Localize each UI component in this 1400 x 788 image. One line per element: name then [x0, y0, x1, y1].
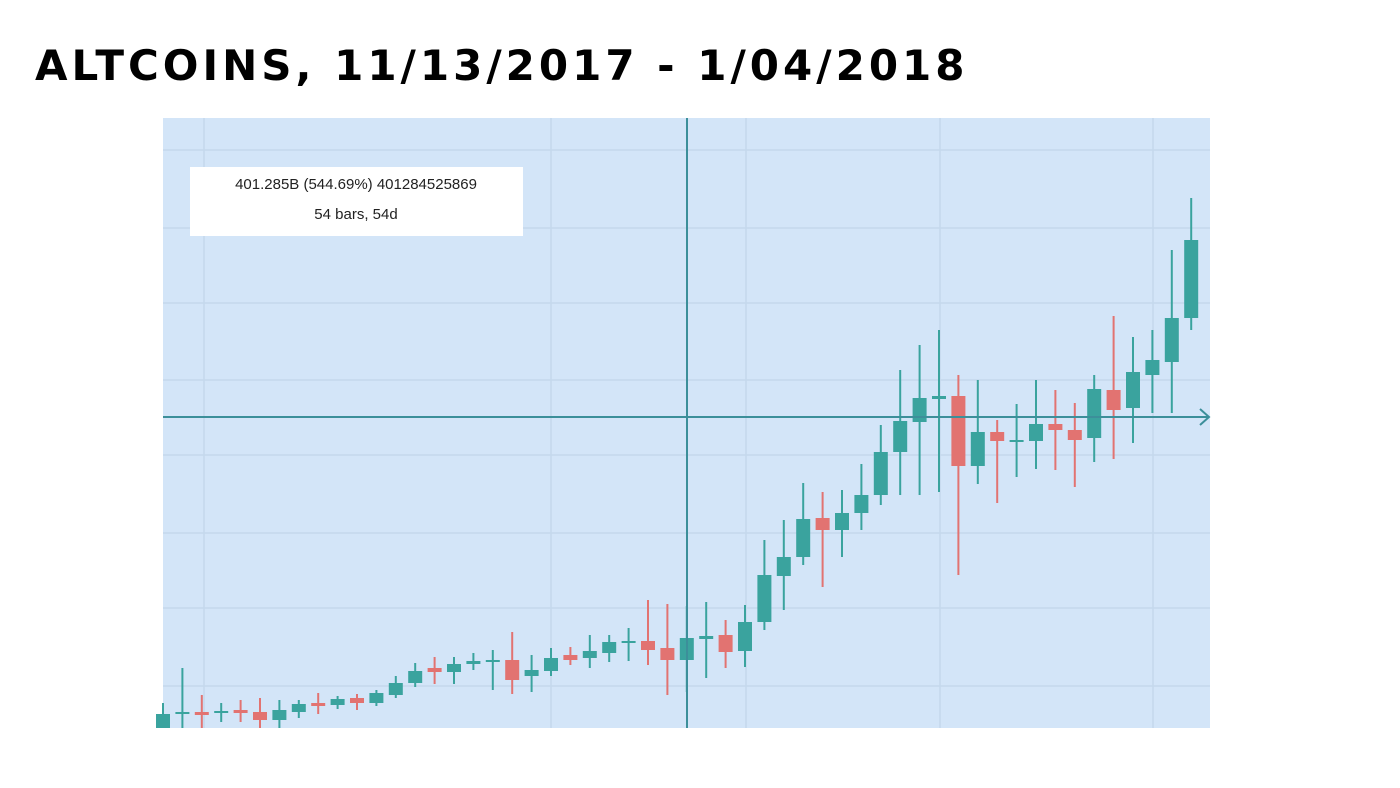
candle-body — [505, 660, 520, 680]
candle-body — [718, 635, 733, 652]
candle-body — [485, 660, 500, 662]
candle-body — [544, 658, 558, 671]
candle-body — [524, 670, 539, 676]
candle-body — [621, 641, 636, 643]
candle-body — [796, 519, 811, 557]
candle-body — [1164, 318, 1179, 362]
candle-body — [835, 513, 849, 530]
candle-body — [563, 655, 578, 660]
candle-body — [447, 664, 461, 672]
candle-body — [369, 693, 384, 703]
candle-body — [951, 396, 966, 466]
candle-body — [641, 641, 655, 650]
candle-body — [970, 432, 985, 466]
candle-body — [156, 714, 170, 728]
candle-body — [272, 710, 287, 720]
tooltip-line: 401.285B (544.69%) 401284525869 — [235, 176, 477, 193]
candle-body — [253, 712, 267, 720]
candle-body — [350, 698, 364, 703]
candle-body — [873, 452, 888, 495]
candle-body — [932, 396, 946, 399]
candle-body — [1184, 240, 1199, 318]
candle-body — [427, 668, 442, 672]
arrow-head — [1199, 408, 1211, 426]
candle-body — [214, 711, 229, 713]
candle-body — [602, 642, 617, 653]
tooltip-line: 54 bars, 54d — [314, 206, 397, 223]
candle-body — [1126, 372, 1140, 408]
candle-body — [893, 421, 908, 452]
candle-body — [854, 495, 869, 513]
candle-body — [175, 712, 190, 714]
candle-body — [1048, 424, 1063, 430]
chart-title: ALTCOINS, 11/13/2017 - 1/04/2018 — [35, 41, 969, 90]
candle-body — [291, 704, 306, 712]
candle-body — [1145, 360, 1160, 375]
candle-body — [330, 699, 345, 705]
candle-body — [699, 636, 714, 639]
crosshair — [163, 118, 1211, 728]
candle-body — [990, 432, 1005, 441]
candle-body — [757, 575, 772, 622]
candle-body — [408, 671, 423, 683]
candle-body — [194, 712, 209, 715]
candle-body — [1087, 389, 1102, 438]
candle-body — [466, 661, 481, 664]
candle-body — [582, 651, 597, 658]
candle-body — [233, 710, 248, 713]
candle-body — [1067, 430, 1082, 440]
candle-body — [738, 622, 752, 651]
candle-body — [1009, 440, 1024, 442]
candle-body — [311, 703, 326, 706]
candle-body — [912, 398, 927, 422]
candle-body — [1106, 390, 1121, 410]
tooltip-box — [190, 167, 523, 236]
candle-body — [388, 683, 403, 695]
candle-body — [660, 648, 675, 660]
candle-body — [815, 518, 830, 530]
candle-body — [1029, 424, 1043, 441]
candle-body — [776, 557, 791, 576]
